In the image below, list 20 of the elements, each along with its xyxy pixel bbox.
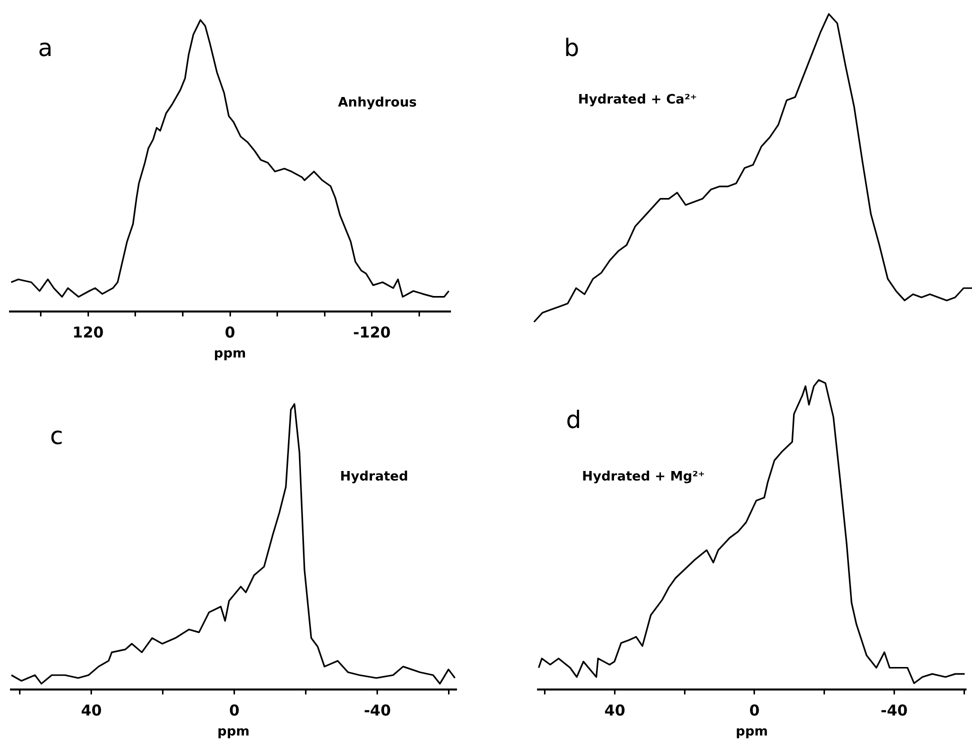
x-tick-label: 40 <box>80 701 102 720</box>
x-axis-title: ppm <box>736 724 768 740</box>
annotation: Anhydrous <box>338 95 417 110</box>
annotation: Hydrated + Ca²⁺ <box>578 92 697 108</box>
text: a <box>38 34 53 62</box>
x-tick-label: 0 <box>749 701 760 720</box>
text: c <box>50 422 64 450</box>
annotation: Hydrated + Mg²⁺ <box>582 469 705 484</box>
x-axis-title: ppm <box>217 724 250 740</box>
x-axis-title: ppm <box>214 346 246 362</box>
x-tick-label: 40 <box>604 701 626 720</box>
annotation: Hydrated <box>340 469 408 484</box>
text: b <box>564 34 580 62</box>
x-tick-label: -40 <box>364 701 391 720</box>
x-tick-label: 0 <box>229 701 240 720</box>
x-tick-label: 0 <box>224 323 236 342</box>
x-tick-label: -120 <box>353 323 391 342</box>
x-tick-label: -40 <box>880 701 908 720</box>
text: d <box>566 406 582 434</box>
x-tick-label: 120 <box>72 323 104 342</box>
